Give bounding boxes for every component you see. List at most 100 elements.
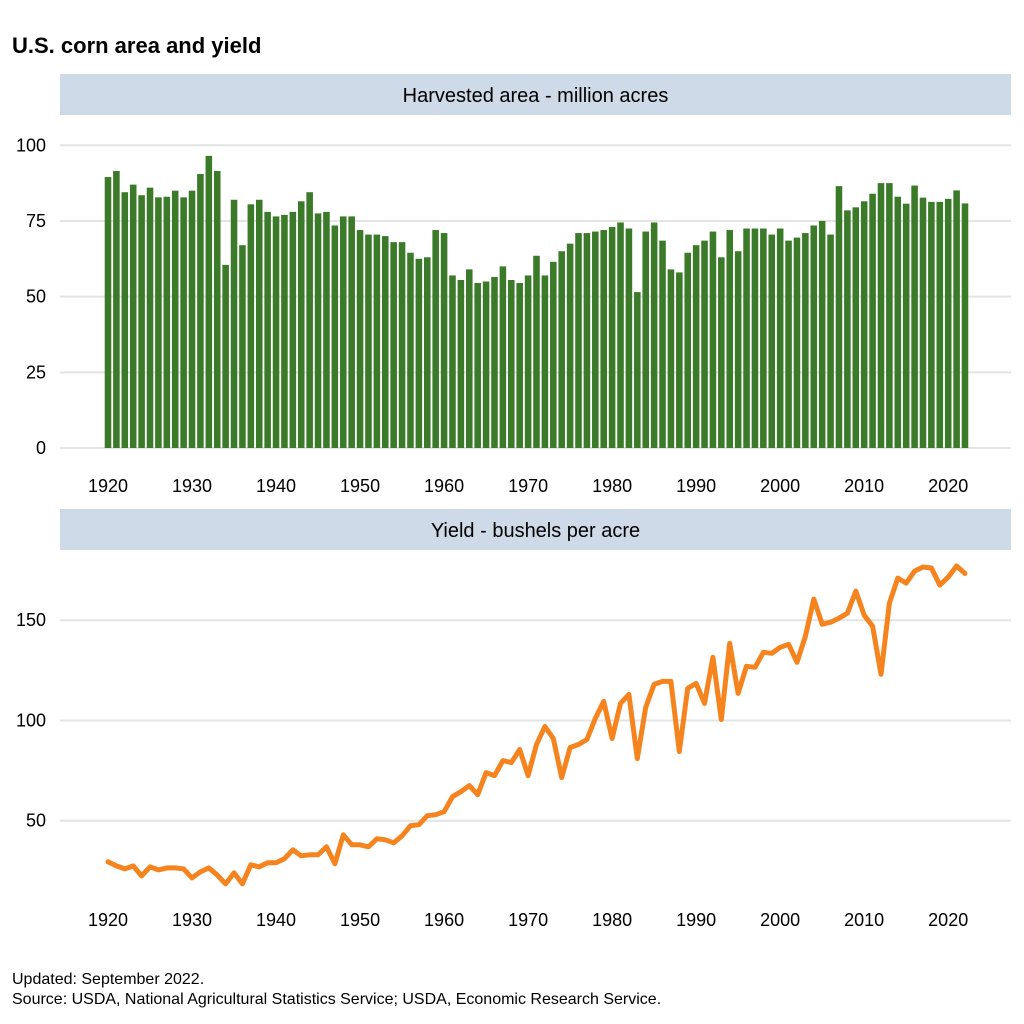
- area-bar-1933: [213, 171, 221, 448]
- area-x-tick-label: 2010: [844, 476, 884, 496]
- area-x-tick-label: 1970: [508, 476, 548, 496]
- area-bar-2005: [818, 220, 826, 448]
- area-bar-1957: [415, 258, 423, 448]
- area-bar-1979: [600, 230, 607, 448]
- area-bar-1948: [339, 216, 347, 448]
- area-bar-1990: [692, 245, 700, 448]
- yield-x-tick-label: 1980: [592, 910, 632, 930]
- area-bar-1949: [348, 216, 355, 448]
- area-bar-1961: [449, 275, 456, 448]
- area-bar-1988: [676, 272, 683, 448]
- area-bar-1938: [255, 199, 263, 448]
- area-bar-1998: [760, 228, 767, 448]
- area-bar-2020: [944, 198, 952, 448]
- area-bar-1954: [390, 242, 397, 448]
- area-bar-1928: [171, 190, 179, 448]
- yield-y-axis: 50 100 150: [16, 610, 46, 831]
- area-bar-2011: [869, 193, 876, 448]
- area-bar-2009: [852, 207, 860, 448]
- area-bar-1983: [634, 292, 641, 448]
- area-bar-1976: [575, 233, 582, 448]
- area-y-tick-label: 0: [36, 438, 46, 458]
- area-bar-2019: [936, 201, 944, 448]
- area-bar-1956: [407, 252, 414, 448]
- area-bar-1937: [247, 204, 255, 448]
- area-x-tick-label: 1950: [340, 476, 380, 496]
- yield-x-tick-label: 1950: [340, 910, 380, 930]
- area-y-tick-label: 100: [16, 135, 46, 155]
- area-bar-1939: [264, 211, 271, 448]
- area-bar-1963: [466, 269, 473, 448]
- area-bar-1934: [222, 264, 229, 448]
- area-bar-2004: [810, 225, 818, 448]
- area-bar-2014: [894, 196, 902, 448]
- area-bar-1932: [205, 155, 213, 449]
- area-bar-2006: [827, 234, 834, 448]
- area-bar-1936: [239, 245, 246, 448]
- yield-panel-strip: [60, 509, 1011, 550]
- area-bar-2008: [844, 210, 851, 448]
- area-y-tick-label: 25: [26, 362, 46, 382]
- yield-x-tick-label: 1930: [172, 910, 212, 930]
- area-bars: [104, 155, 969, 449]
- area-bar-1973: [550, 261, 557, 448]
- area-bar-1978: [592, 231, 599, 448]
- yield-series: [105, 563, 968, 887]
- area-bar-1986: [659, 240, 666, 448]
- yield-x-tick-label: 2000: [760, 910, 800, 930]
- area-bar-1964: [474, 283, 481, 448]
- yield-x-axis: 1920 1930 1940 1950 1960 1970 1980 1990 2000 2010…: [88, 910, 968, 930]
- yield-line: [105, 563, 968, 887]
- yield-gridlines: [60, 619, 1011, 822]
- area-x-tick-label: 1920: [88, 476, 128, 496]
- area-bar-1994: [726, 230, 734, 448]
- area-bar-1921: [113, 171, 120, 448]
- yield-x-tick-label: 1970: [508, 910, 548, 930]
- area-bar-1995: [734, 251, 742, 448]
- area-bar-1966: [491, 276, 498, 448]
- area-bar-1984: [642, 231, 650, 448]
- area-bar-1951: [365, 234, 372, 448]
- area-bar-1996: [743, 228, 750, 448]
- area-bar-1935: [230, 199, 238, 448]
- area-bar-1991: [701, 240, 708, 448]
- area-bar-1947: [331, 225, 339, 448]
- area-bar-1959: [432, 230, 439, 448]
- area-x-tick-label: 1980: [592, 476, 632, 496]
- area-bar-1931: [197, 174, 204, 449]
- area-bar-1974: [558, 251, 565, 448]
- yield-y-tick-label: 50: [26, 811, 46, 831]
- area-bar-1955: [398, 242, 406, 448]
- area-bar-1962: [457, 279, 465, 448]
- area-panel: Harvested area - million acres 0 25 50 75 10…: [16, 74, 1011, 496]
- area-x-tick-label: 1960: [424, 476, 464, 496]
- area-bar-2002: [793, 237, 801, 448]
- area-bar-1924: [138, 195, 145, 448]
- source-note: Source: USDA, National Agricultural Stat…: [12, 991, 662, 1008]
- area-bar-1952: [373, 234, 381, 448]
- area-panel-strip: [60, 74, 1011, 115]
- area-bar-2018: [928, 201, 935, 448]
- area-bar-1972: [541, 275, 549, 448]
- area-bar-1975: [566, 243, 574, 448]
- area-bar-2022: [961, 203, 969, 448]
- yield-x-tick-label: 2010: [844, 910, 884, 930]
- area-bar-1927: [163, 196, 171, 448]
- area-x-tick-label: 1940: [256, 476, 296, 496]
- area-y-axis: 0 25 50 75 100: [16, 135, 46, 458]
- yield-x-tick-label: 1940: [256, 910, 296, 930]
- area-bar-2012: [877, 183, 885, 448]
- area-bar-1920: [104, 177, 112, 449]
- area-bar-1977: [583, 233, 591, 448]
- area-bar-1987: [667, 269, 675, 448]
- area-bar-2016: [911, 185, 918, 448]
- area-bar-1941: [281, 214, 288, 448]
- area-bar-1970: [524, 275, 532, 448]
- area-bar-1999: [768, 234, 776, 448]
- area-bar-1971: [533, 255, 540, 448]
- area-y-tick-label: 50: [26, 287, 46, 307]
- area-bar-1967: [499, 266, 507, 448]
- area-bar-1992: [709, 231, 717, 448]
- area-panel-title: Harvested area - million acres: [403, 85, 669, 107]
- area-bar-1953: [381, 236, 389, 448]
